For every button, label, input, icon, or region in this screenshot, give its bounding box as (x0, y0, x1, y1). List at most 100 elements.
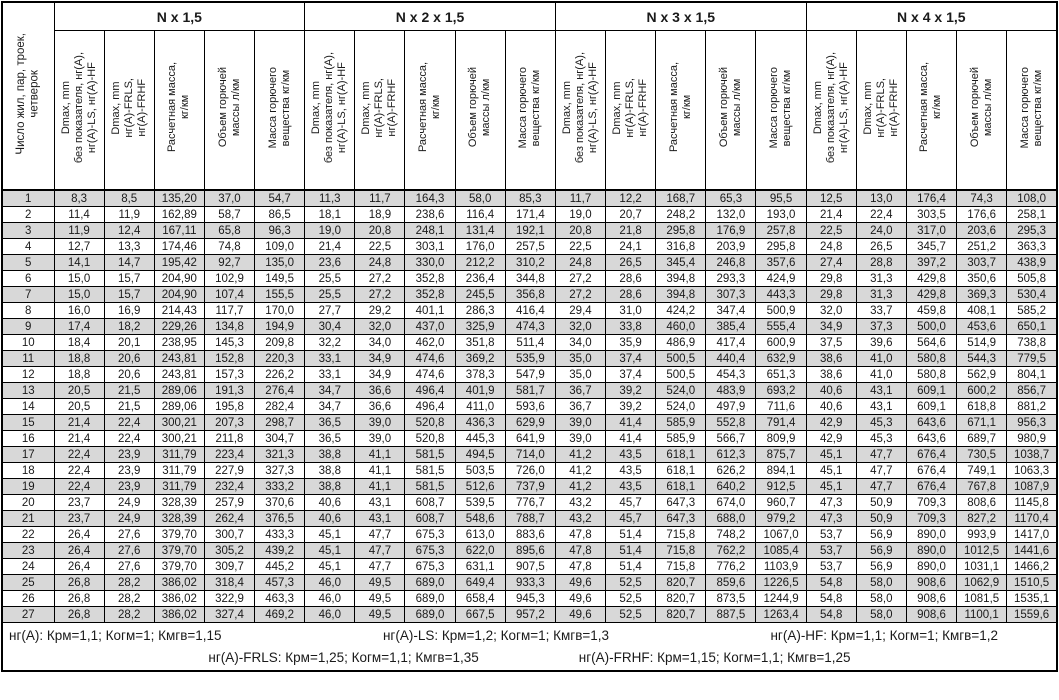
data-cell: 20,1 (103, 334, 155, 351)
data-cell: 613,0 (454, 526, 506, 543)
data-cell: 24,8 (805, 238, 857, 255)
data-cell: 23,9 (103, 462, 155, 479)
data-cell: 35,9 (605, 334, 657, 351)
data-cell: 39,0 (354, 414, 406, 431)
data-cell: 303,5 (905, 206, 958, 223)
data-cell: 220,3 (254, 350, 306, 367)
data-cell: 54,8 (805, 606, 857, 623)
column-header-label: Расчетная масса, кг/км (918, 62, 944, 153)
data-cell: 28,2 (103, 590, 155, 607)
column-header: Dmax, mm без показателя, нг(A), нг(A)-LS… (53, 30, 105, 191)
data-cell: 22,4 (103, 430, 155, 447)
column-header: Dmax, mm нг(A)-FRLS, нг(A)-FRHF (605, 30, 657, 191)
data-cell: 979,2 (755, 510, 807, 527)
data-cell: 28,6 (605, 286, 657, 303)
data-cell: 117,7 (203, 302, 256, 319)
data-cell: 443,3 (755, 286, 807, 303)
data-cell: 357,6 (755, 254, 807, 271)
data-cell: 776,7 (504, 494, 556, 511)
table-row: 1 8,3 8,5 135,20 37,0 54,7 11,3 11,7 164,3 58,0 85… (1, 189, 1058, 207)
data-cell: 310,2 (504, 254, 556, 271)
data-cell: 41,0 (855, 366, 907, 383)
data-cell: 496,4 (404, 398, 456, 415)
data-cell: 709,3 (905, 494, 958, 511)
data-cell: 17,4 (53, 318, 105, 335)
data-cell: 552,8 (705, 414, 757, 431)
data-cell: 908,6 (905, 606, 958, 623)
data-cell: 38,8 (304, 462, 356, 479)
data-cell: 779,5 (1006, 350, 1058, 367)
data-cell: 566,7 (705, 430, 757, 447)
data-cell: 651,3 (755, 366, 807, 383)
table-row: 13 20,5 21,5 289,06 191,3 276,4 34,7 36,6 496,4 4… (1, 382, 1058, 399)
column-header: Dmax, mm нг(A)-FRLS, нг(A)-FRHF (103, 30, 155, 191)
data-cell: 15,0 (53, 286, 105, 303)
data-cell: 29,8 (805, 270, 857, 287)
data-cell: 890,0 (905, 542, 958, 559)
data-cell: 585,9 (655, 430, 707, 447)
data-cell: 520,8 (404, 414, 456, 431)
data-cell: 54,8 (805, 574, 857, 591)
data-cell: 37,4 (605, 366, 657, 383)
data-cell: 22,4 (103, 414, 155, 431)
table-row: 12 18,8 20,6 243,81 157,3 226,2 33,1 34,9 474,6 3… (1, 366, 1058, 383)
data-cell: 912,5 (755, 478, 807, 495)
data-cell: 176,6 (956, 206, 1008, 223)
footnote: нг(A)-FRLS: Крм=1,25; Когм=1,1; Кмгв=1,3… (208, 649, 479, 665)
data-cell: 626,2 (705, 462, 757, 479)
data-cell: 21,4 (53, 414, 105, 431)
data-cell: 622,0 (454, 542, 506, 559)
data-cell: 352,8 (404, 270, 456, 287)
column-header: Расчетная масса, кг/км (404, 30, 456, 191)
data-cell: 14,1 (53, 254, 105, 271)
data-cell: 22,4 (53, 478, 105, 495)
data-cell: 460,0 (655, 318, 707, 335)
data-cell: 53,7 (805, 542, 857, 559)
data-cell: 41,1 (354, 478, 406, 495)
data-cell: 49,5 (354, 574, 406, 591)
data-cell: 132,0 (705, 206, 757, 223)
data-cell: 27,2 (554, 270, 607, 287)
data-cell: 45,1 (304, 526, 356, 543)
data-cell: 65,3 (705, 189, 757, 207)
data-cell: 38,8 (304, 446, 356, 463)
data-cell: 47,3 (805, 510, 857, 527)
data-cell: 45,1 (805, 478, 857, 495)
data-cell: 632,9 (755, 350, 807, 367)
data-cell: 50,9 (855, 510, 907, 527)
cable-parameters-table: Число жил, пар, троек, четверок N x 1,5 N… (1, 1, 1058, 672)
table-row: 19 22,4 23,9 311,79 232,4 333,2 38,8 41,1 581,5 5… (1, 478, 1058, 495)
data-cell: 993,9 (956, 526, 1008, 543)
data-cell: 43,1 (855, 382, 907, 399)
data-cell: 327,4 (203, 606, 256, 623)
data-cell: 23,9 (103, 478, 155, 495)
data-cell: 46,0 (304, 590, 356, 607)
data-cell: 328,39 (153, 494, 205, 511)
data-cell: 500,0 (905, 318, 958, 335)
data-cell: 40,6 (805, 382, 857, 399)
table-row: 17 22,4 23,9 311,79 223,4 321,3 38,8 41,1 581,5 4… (1, 446, 1058, 463)
data-cell: 445,3 (454, 430, 506, 447)
data-cell: 204,90 (153, 270, 205, 287)
row-number-cell: 15 (1, 414, 55, 431)
data-cell: 107,4 (203, 286, 256, 303)
data-cell: 176,0 (454, 238, 506, 255)
data-cell: 453,6 (956, 318, 1008, 335)
data-cell: 34,9 (354, 366, 406, 383)
column-header-label: Dmax, mm нг(A)-FRLS, нг(A)-FRHF (611, 77, 650, 138)
table-footer: нг(A): Крм=1,1; Когм=1; Кмгв=1,15 нг(A)-L… (1, 622, 1058, 672)
data-cell: 303,7 (956, 254, 1008, 271)
data-cell: 1510,5 (1006, 574, 1058, 591)
data-cell: 245,5 (454, 286, 506, 303)
data-cell: 54,8 (805, 590, 857, 607)
data-cell: 749,1 (956, 462, 1008, 479)
data-cell: 28,6 (605, 270, 657, 287)
data-cell: 462,0 (404, 334, 456, 351)
row-number-cell: 12 (1, 366, 55, 383)
data-cell: 1535,1 (1006, 590, 1058, 607)
data-cell: 214,43 (153, 302, 205, 319)
data-cell: 27,4 (805, 254, 857, 271)
data-cell: 730,5 (956, 446, 1008, 463)
data-cell: 20,5 (53, 382, 105, 399)
